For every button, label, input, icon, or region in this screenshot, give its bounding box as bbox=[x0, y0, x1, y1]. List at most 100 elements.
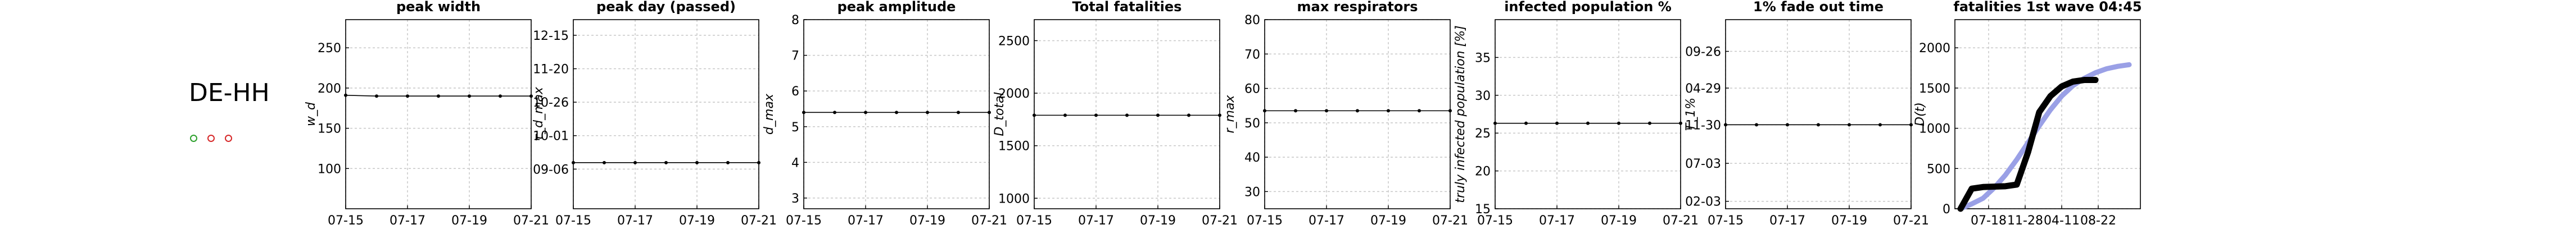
y-tick-label: 0 bbox=[1943, 203, 1950, 217]
y-tick-label: 40 bbox=[1244, 151, 1260, 165]
y-tick-label: 3 bbox=[791, 192, 799, 206]
data-point bbox=[406, 94, 409, 98]
data-point bbox=[1218, 113, 1221, 117]
data-point bbox=[895, 111, 898, 114]
data-point bbox=[864, 111, 867, 114]
y-tick-label: 100 bbox=[318, 162, 341, 176]
data-point bbox=[664, 160, 668, 164]
axes-frame bbox=[573, 19, 759, 209]
y-tick-label: 09-06 bbox=[533, 163, 569, 177]
y-axis-label: τ_d_max bbox=[532, 86, 546, 141]
model-fatalities-curve bbox=[1958, 62, 2132, 212]
y-tick-label: 20 bbox=[1475, 165, 1491, 179]
data-point bbox=[437, 94, 440, 98]
data-point bbox=[1848, 123, 1851, 127]
data-point bbox=[695, 160, 699, 164]
data-point bbox=[633, 160, 637, 164]
x-tick-label: 08-22 bbox=[2080, 214, 2116, 228]
x-tick-label: 07-17 bbox=[1078, 214, 1114, 228]
data-point bbox=[1187, 113, 1190, 117]
data-point bbox=[1648, 121, 1651, 125]
y-tick-label: 25 bbox=[1475, 127, 1491, 141]
data-point bbox=[1156, 113, 1160, 117]
x-tick-label: 07-21 bbox=[741, 214, 777, 228]
y-tick-label: 2500 bbox=[998, 34, 1030, 48]
data-point bbox=[926, 111, 929, 114]
data-point bbox=[833, 111, 836, 114]
panel-title: 1% fade out time bbox=[1753, 0, 1884, 15]
x-tick-label: 07-19 bbox=[1601, 214, 1637, 228]
y-tick-label: 10-26 bbox=[533, 96, 569, 110]
y-axis-label: T_1% bbox=[1684, 98, 1698, 131]
data-point bbox=[1063, 113, 1067, 117]
y-tick-label: 80 bbox=[1244, 13, 1260, 27]
data-point bbox=[1755, 123, 1758, 127]
x-tick-label: 07-15 bbox=[1016, 214, 1052, 228]
x-tick-label: 07-19 bbox=[1831, 214, 1867, 228]
y-tick-label: 30 bbox=[1475, 89, 1491, 103]
region-label: DE-HH bbox=[189, 79, 270, 107]
y-tick-label: 200 bbox=[318, 82, 341, 96]
data-point bbox=[1724, 123, 1727, 127]
x-tick-label: 07-15 bbox=[328, 214, 364, 228]
panel-title: peak day (passed) bbox=[596, 0, 736, 15]
data-point bbox=[988, 111, 991, 114]
panel-title: peak amplitude bbox=[837, 0, 956, 15]
x-tick-label: 07-21 bbox=[1893, 214, 1929, 228]
y-tick-label: 70 bbox=[1244, 48, 1260, 62]
data-point bbox=[1493, 121, 1497, 125]
data-point bbox=[1325, 109, 1328, 113]
x-tick-label: 07-15 bbox=[786, 214, 822, 228]
y-tick-label: 60 bbox=[1244, 82, 1260, 97]
y-tick-label: 02-03 bbox=[1685, 195, 1721, 209]
y-tick-label: 11-30 bbox=[1685, 118, 1721, 132]
x-tick-label: 07-17 bbox=[617, 214, 653, 228]
axes-frame bbox=[1495, 19, 1681, 209]
data-point bbox=[1524, 121, 1528, 125]
axes-frame bbox=[1264, 19, 1451, 209]
y-tick-label: 09-26 bbox=[1685, 45, 1721, 59]
data-point bbox=[603, 160, 606, 164]
y-tick-label: 1000 bbox=[1919, 122, 1950, 136]
data-point bbox=[1679, 121, 1682, 125]
y-tick-label: 1000 bbox=[998, 192, 1030, 206]
y-tick-label: 07-03 bbox=[1685, 157, 1721, 171]
y-tick-label: 11-20 bbox=[533, 62, 569, 76]
x-tick-label: 07-15 bbox=[1708, 214, 1744, 228]
x-tick-label: 07-19 bbox=[1140, 214, 1176, 228]
x-tick-label: 07-21 bbox=[513, 214, 549, 228]
axes-frame bbox=[1725, 19, 1912, 209]
red-circle-marker bbox=[207, 135, 215, 142]
x-tick-label: 07-21 bbox=[971, 214, 1007, 228]
x-tick-label: 07-21 bbox=[1663, 214, 1699, 228]
x-tick-label: 07-17 bbox=[848, 214, 884, 228]
data-point bbox=[1294, 109, 1297, 113]
panel-title: peak width bbox=[396, 0, 481, 15]
y-tick-label: 250 bbox=[318, 42, 341, 56]
y-tick-label: 2000 bbox=[998, 87, 1030, 101]
x-tick-label: 07-15 bbox=[1247, 214, 1283, 228]
data-point bbox=[802, 111, 805, 114]
y-tick-label: 8 bbox=[791, 13, 799, 27]
data-point bbox=[1448, 109, 1452, 113]
x-tick-label: 07-17 bbox=[1539, 214, 1575, 228]
legend-markers bbox=[190, 134, 239, 144]
data-point bbox=[957, 111, 960, 114]
x-tick-label: 07-19 bbox=[679, 214, 715, 228]
data-point bbox=[1125, 113, 1129, 117]
y-axis-label: D(t) bbox=[1913, 102, 1927, 126]
y-tick-label: 4 bbox=[791, 156, 799, 170]
x-tick-label: 04-11 bbox=[2044, 214, 2080, 228]
data-point bbox=[529, 94, 533, 98]
data-point bbox=[1387, 109, 1390, 113]
data-point bbox=[726, 160, 730, 164]
x-tick-label: 07-19 bbox=[451, 214, 487, 228]
y-tick-label: 7 bbox=[791, 49, 799, 63]
data-point bbox=[1555, 121, 1559, 125]
data-point bbox=[468, 94, 471, 98]
y-axis-label: truly infected population [%] bbox=[1454, 25, 1468, 203]
y-tick-label: 12-15 bbox=[533, 29, 569, 43]
data-point bbox=[344, 93, 347, 97]
data-point bbox=[1878, 123, 1882, 127]
